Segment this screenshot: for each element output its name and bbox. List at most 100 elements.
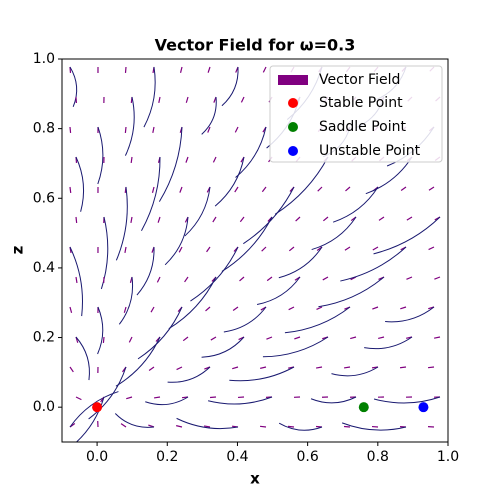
- field-arrow: [205, 306, 211, 312]
- field-arrow: [266, 336, 273, 340]
- y-axis-label: z: [9, 245, 27, 254]
- field-arrow: [128, 336, 133, 343]
- field-arrow: [406, 276, 413, 280]
- x-tick-label: 0.0: [86, 449, 108, 465]
- field-arrow: [427, 366, 435, 369]
- plot-frame: [61, 58, 449, 443]
- streamline: [284, 306, 351, 334]
- field-arrow: [343, 366, 351, 369]
- x-tick-label: 0.4: [226, 449, 248, 465]
- streamline: [332, 186, 379, 223]
- streamline: [221, 66, 239, 107]
- field-arrow: [206, 246, 211, 253]
- field-arrow: [130, 156, 133, 164]
- streamline: [311, 216, 357, 251]
- streamline: [136, 246, 155, 296]
- y-tick-label: 0.4: [33, 260, 55, 276]
- field-arrow: [287, 425, 295, 428]
- streamline: [364, 336, 413, 350]
- streamline: [373, 216, 441, 255]
- streamline: [223, 306, 267, 333]
- field-arrow: [406, 216, 413, 221]
- field-arrow: [152, 126, 155, 133]
- field-arrow: [288, 246, 295, 252]
- field-arrow: [322, 276, 329, 281]
- field-arrow: [185, 96, 189, 103]
- field-arrow: [399, 366, 407, 369]
- field-arrow: [350, 336, 357, 340]
- streamline: [141, 156, 161, 231]
- field-arrow: [126, 396, 133, 400]
- streamline: [221, 216, 273, 272]
- streamline: [310, 396, 357, 404]
- streamline: [243, 186, 295, 245]
- point: [358, 402, 369, 413]
- field-arrow: [400, 306, 407, 310]
- field-arrow: [75, 276, 78, 284]
- field-arrow: [212, 216, 217, 223]
- streamline: [341, 422, 407, 431]
- streamline: [373, 396, 441, 404]
- streamline: [176, 417, 239, 430]
- field-arrow: [239, 276, 245, 282]
- streamline: [278, 422, 323, 431]
- streamline: [115, 186, 128, 261]
- streamline: [158, 126, 183, 202]
- field-arrow: [179, 186, 183, 193]
- field-arrow: [176, 425, 183, 428]
- field-arrow: [434, 336, 441, 339]
- field-arrow: [209, 396, 217, 399]
- field-arrow: [262, 66, 267, 73]
- field-arrow: [130, 216, 133, 224]
- streamline: [75, 396, 105, 442]
- streamline: [97, 306, 104, 355]
- field-arrow: [148, 366, 155, 371]
- field-arrow: [434, 276, 441, 280]
- streamline: [118, 276, 134, 325]
- streamline: [164, 216, 189, 266]
- field-arrow: [102, 336, 105, 344]
- field-arrow: [372, 246, 379, 251]
- legend-marker: [288, 146, 298, 156]
- field-arrow: [123, 306, 127, 313]
- field-arrow: [153, 396, 161, 399]
- field-arrow: [69, 186, 72, 194]
- field-arrow: [344, 246, 351, 251]
- field-arrow: [75, 396, 82, 401]
- field-arrow: [260, 366, 267, 369]
- field-arrow: [178, 246, 183, 253]
- streamline: [256, 276, 301, 306]
- field-arrow: [179, 66, 183, 73]
- field-arrow: [240, 96, 245, 103]
- legend-box: [269, 65, 443, 163]
- y-tick-label: 0.0: [33, 399, 55, 415]
- field-arrow: [151, 186, 155, 193]
- field-arrow: [185, 156, 189, 163]
- x-tick-label: 1.0: [437, 449, 459, 465]
- field-arrow: [182, 336, 189, 342]
- field-arrow: [69, 306, 73, 313]
- field-arrow: [378, 336, 385, 340]
- streamline: [97, 126, 104, 185]
- field-arrow: [120, 423, 127, 428]
- field-arrow: [266, 276, 273, 282]
- streamline: [207, 396, 273, 405]
- field-arrow: [157, 216, 161, 223]
- legend-label: Saddle Point: [319, 119, 406, 135]
- field-arrow: [261, 246, 267, 252]
- streamline: [145, 396, 189, 406]
- field-arrow: [69, 366, 74, 373]
- field-arrow: [428, 186, 435, 191]
- streamline: [114, 413, 155, 428]
- streamline: [331, 366, 379, 377]
- legend-marker: [288, 122, 298, 132]
- streamline: [262, 336, 329, 358]
- x-axis-label: x: [250, 470, 260, 488]
- field-arrow: [124, 126, 127, 134]
- streamline: [184, 186, 211, 237]
- field-arrow: [261, 186, 267, 193]
- x-tick-label: 0.8: [367, 449, 389, 465]
- legend-label: Vector Field: [319, 72, 400, 88]
- streamline: [229, 366, 295, 382]
- field-arrow: [69, 126, 72, 134]
